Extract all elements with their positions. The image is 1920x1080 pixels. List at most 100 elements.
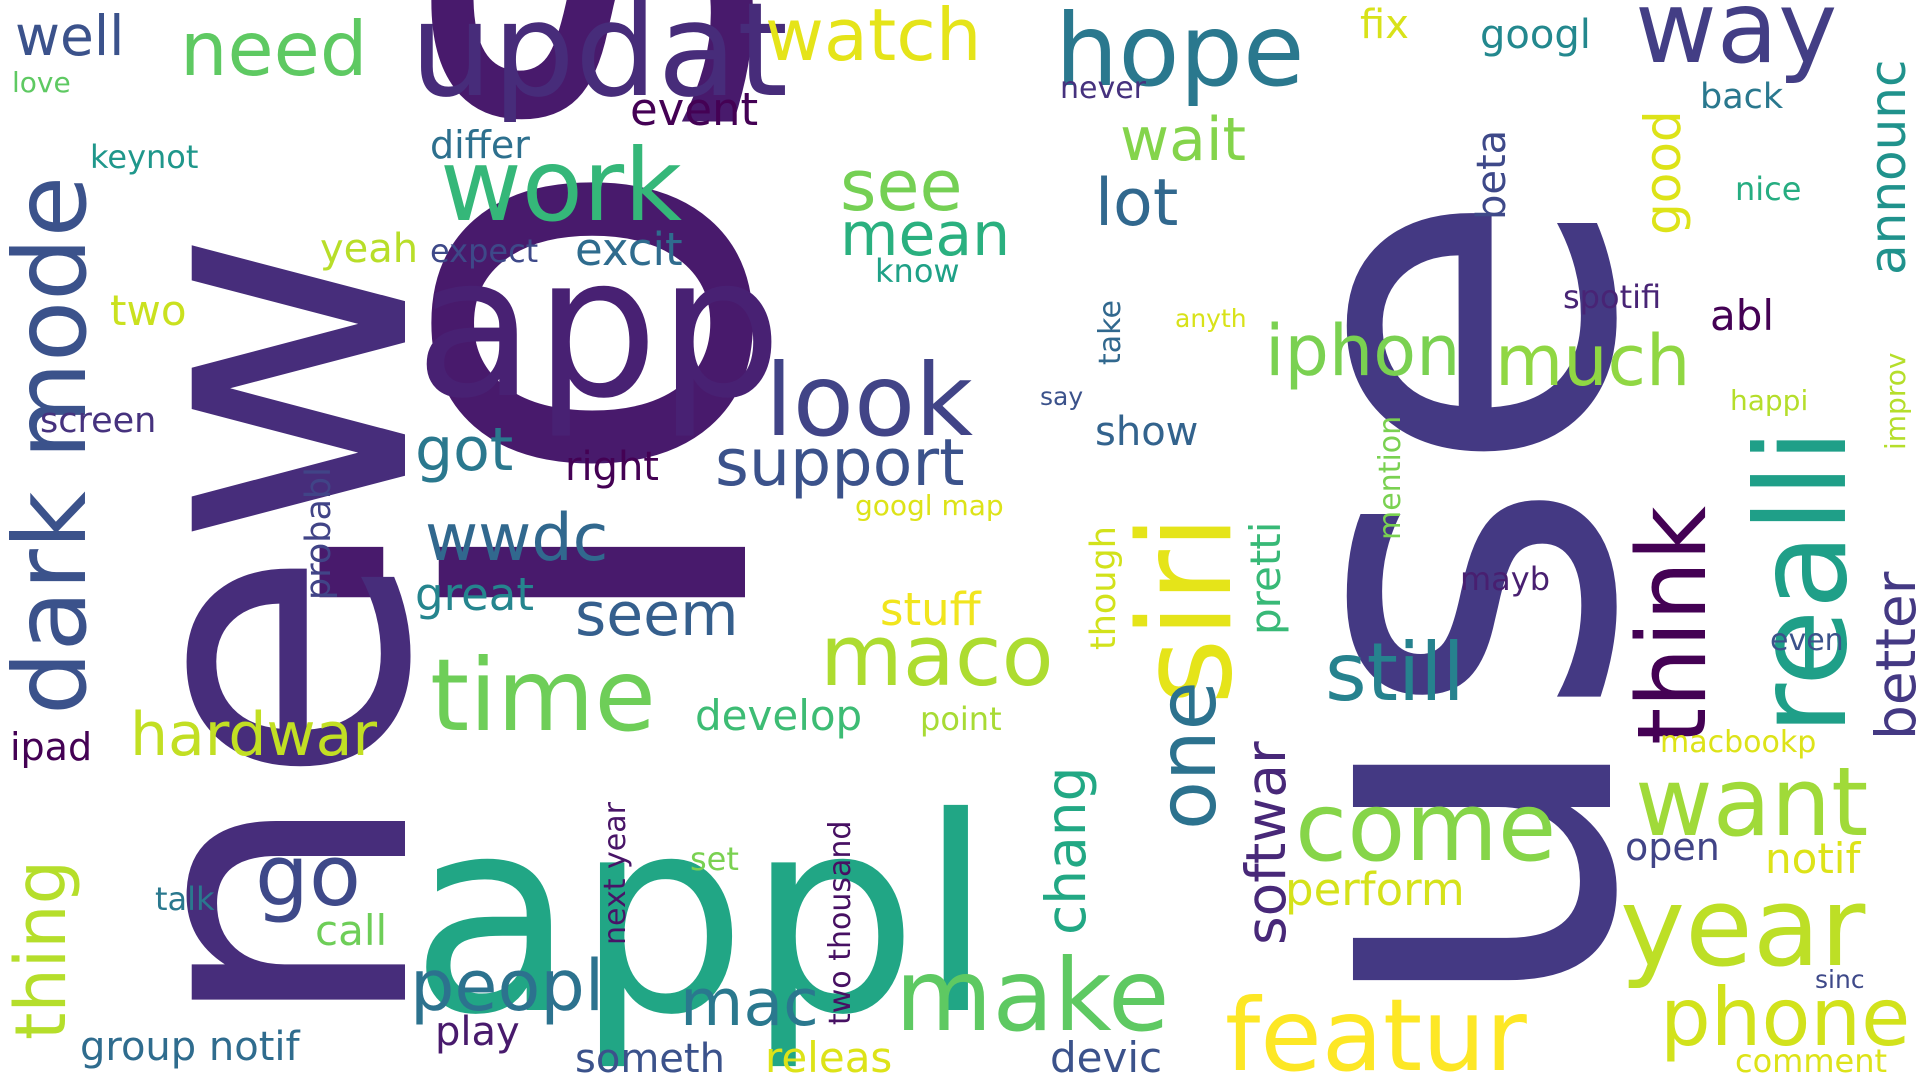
word-work: work: [440, 127, 682, 244]
word-two: two: [110, 286, 187, 335]
word-know: know: [875, 252, 960, 290]
word-fix: fix: [1360, 2, 1409, 48]
word-realli: realli: [1730, 429, 1875, 735]
word-softwar: softwar: [1234, 741, 1298, 945]
word-anyth: anyth: [1175, 304, 1247, 333]
word-differ: differ: [430, 123, 530, 167]
word-expect: expect: [430, 232, 538, 270]
word-much: much: [1495, 320, 1690, 402]
word-excit: excit: [575, 223, 683, 276]
word-go: go: [255, 827, 361, 926]
word-mention: mention: [1373, 416, 1408, 540]
word-event: event: [630, 83, 758, 136]
word-good: good: [1634, 110, 1692, 235]
word-point: point: [920, 700, 1002, 738]
word-think: think: [1618, 506, 1728, 745]
word-mayb: mayb: [1460, 560, 1550, 598]
word-need: need: [180, 5, 367, 93]
word-announc: announc: [1859, 60, 1917, 275]
word-develop: develop: [695, 691, 862, 740]
word-show: show: [1095, 409, 1198, 455]
word-appl: appl: [410, 759, 993, 1074]
word-play: play: [435, 1009, 520, 1055]
word-new: new: [43, 229, 497, 1035]
word-time: time: [430, 637, 656, 754]
word-come: come: [1295, 773, 1556, 883]
word-happi: happi: [1730, 384, 1808, 417]
word-got: got: [415, 415, 513, 485]
word-hope: hope: [1055, 0, 1305, 109]
word-releas: releas: [765, 1033, 892, 1080]
word-peopl: peopl: [410, 945, 604, 1027]
word-perform: perform: [1285, 863, 1465, 916]
word-seem: seem: [575, 580, 739, 650]
word-group-notif: group notif: [80, 1024, 301, 1070]
word-devic: devic: [1050, 1033, 1162, 1080]
word-set: set: [690, 840, 739, 878]
word-still: still: [1325, 626, 1465, 719]
word-beta: beta: [1469, 130, 1515, 220]
word-iphon: iphon: [1265, 310, 1460, 392]
word-improv: improv: [1879, 353, 1912, 450]
word-googl-map: googl map: [855, 489, 1004, 522]
word-though: though: [1084, 526, 1124, 650]
word-stuff: stuff: [880, 583, 982, 636]
word-take: take: [1093, 300, 1128, 365]
word-dark-mode: dark mode: [0, 176, 109, 715]
word-abl: abl: [1710, 291, 1774, 340]
word-sinc: sinc: [1815, 965, 1865, 994]
word-year: year: [1620, 863, 1866, 991]
word-hardwar: hardwar: [130, 700, 377, 770]
word-someth: someth: [575, 1036, 725, 1080]
word-lot: lot: [1095, 166, 1178, 241]
word-support: support: [715, 426, 965, 501]
word-comment: comment: [1735, 1042, 1887, 1080]
word-call: call: [315, 906, 387, 955]
word-use: use: [1174, 188, 1721, 1020]
word-two-thousand: two thousand: [823, 821, 858, 1025]
word-maco: maco: [820, 607, 1054, 706]
word-say: say: [1040, 382, 1083, 411]
word-macbookp: macbookp: [1660, 725, 1816, 760]
word-love: love: [12, 66, 71, 99]
word-one: one: [1141, 681, 1234, 830]
word-probabl: probabl: [299, 467, 339, 600]
word-want: want: [1635, 748, 1868, 858]
word-notif: notif: [1765, 834, 1861, 883]
word-spotifi: spotifi: [1563, 278, 1661, 316]
word-right: right: [565, 444, 659, 490]
word-googl: googl: [1480, 12, 1591, 58]
word-app: app: [415, 214, 782, 441]
word-back: back: [1700, 77, 1784, 117]
word-better: better: [1864, 571, 1920, 740]
word-mac: mac: [680, 966, 819, 1041]
word-next-year: next year: [598, 801, 633, 945]
word-thing: thing: [0, 860, 82, 1040]
word-ios: ios: [226, 0, 878, 650]
word-siri: siri: [1112, 515, 1261, 705]
word-ipad: ipad: [10, 725, 92, 769]
word-featur: featur: [1225, 977, 1528, 1080]
word-never: never: [1060, 71, 1147, 106]
word-great: great: [415, 568, 534, 621]
word-see: see: [840, 145, 963, 227]
word-phone: phone: [1660, 971, 1910, 1064]
word-even: even: [1770, 623, 1844, 658]
word-yeah: yeah: [320, 226, 418, 272]
word-chang: chang: [1034, 766, 1098, 935]
word-keynot: keynot: [90, 138, 198, 176]
word-pretti: pretti: [1241, 522, 1290, 635]
word-look: look: [765, 342, 973, 459]
word-watch: watch: [765, 0, 981, 77]
word-wwdc: wwdc: [425, 501, 608, 576]
word-updat: updat: [410, 0, 788, 126]
word-mean: mean: [840, 200, 1010, 270]
word-talk: talk: [155, 880, 215, 918]
word-way: way: [1635, 0, 1837, 86]
word-wait: wait: [1120, 105, 1246, 175]
word-well: well: [15, 4, 124, 68]
word-make: make: [895, 937, 1170, 1054]
word-nice: nice: [1735, 170, 1801, 208]
word-screen: screen: [40, 401, 156, 441]
